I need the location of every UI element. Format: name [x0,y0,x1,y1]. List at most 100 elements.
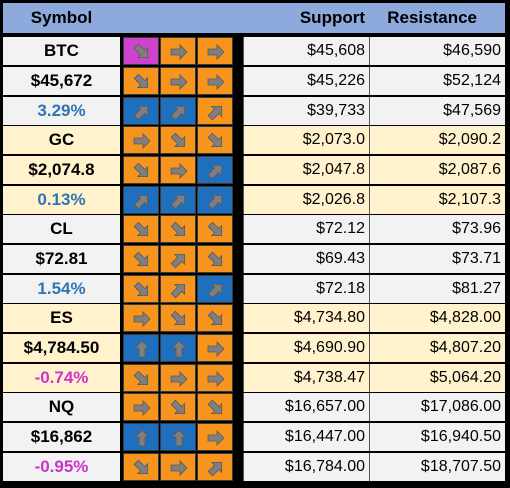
trend-right-icon [160,453,196,481]
resistance-value: $81.27 [369,275,505,303]
header-support: Support [299,8,365,27]
trend-down-right-icon [123,275,159,303]
trend-down-right-icon [123,156,159,184]
support-value: $4,690.90 [243,334,369,362]
trend-right-icon [197,423,233,451]
support-value: $16,447.00 [243,423,369,451]
price-cell: $16,862 [3,423,120,451]
support-value: $45,226 [243,67,369,95]
table-row: 0.13% $2,026.8 $2,107.3 [3,186,505,214]
trend-up-icon [160,423,196,451]
symbol-cell: GC [3,126,120,154]
resistance-value: $18,707.50 [369,453,505,481]
trend-down-right-icon [123,364,159,392]
resistance-value: $47,569 [369,97,505,125]
support-value: $72.18 [243,275,369,303]
table-row: GC $2,073.0 $2,090.2 [3,126,505,154]
table-row: NQ $16,657.00 $17,086.00 [3,393,505,421]
table-row: -0.74% $4,738.47 $5,064.20 [3,364,505,392]
table-row: $2,074.8 $2,047.8 $2,087.6 [3,156,505,184]
trend-right-icon [123,126,159,154]
group-4: NQ $16,657.00 $17,086.00 $16,862 $16,447.00 $… [3,393,505,481]
resistance-value: $2,107.3 [369,186,505,214]
support-value: $4,738.47 [243,364,369,392]
price-cell: $72.81 [3,245,120,273]
trend-right-icon [197,37,233,65]
trend-down-right-icon [123,215,159,243]
trend-right-icon [160,67,196,95]
resistance-value: $73.96 [369,215,505,243]
group-0: BTC $45,608 $46,590 $45,672 $45,226 $52,124 3.… [3,37,505,125]
table-row: -0.95% $16,784.00 $18,707.50 [3,453,505,481]
table-row: CL $72.12 $73.96 [3,215,505,243]
support-value: $16,657.00 [243,393,369,421]
group-3: ES $4,734.80 $4,828.00 $4,784.50 $4,690.90 $4… [3,304,505,392]
resistance-value: $4,828.00 [369,304,505,332]
price-cell: $4,784.50 [3,334,120,362]
resistance-value: $2,087.6 [369,156,505,184]
trend-down-right-icon [123,245,159,273]
trend-down-right-icon [123,453,159,481]
table-row: $72.81 $69.43 $73.71 [3,245,505,273]
trend-up-right-icon [123,97,159,125]
resistance-value: $17,086.00 [369,393,505,421]
support-value: $2,047.8 [243,156,369,184]
support-value: $72.12 [243,215,369,243]
table-row: 1.54% $72.18 $81.27 [3,275,505,303]
table-row: $45,672 $45,226 $52,124 [3,67,505,95]
trend-right-icon [197,334,233,362]
trend-right-icon [197,364,233,392]
table-row: BTC $45,608 $46,590 [3,37,505,65]
resistance-value: $52,124 [369,67,505,95]
price-cell: $45,672 [3,67,120,95]
header-symbol: Symbol [30,8,93,27]
trend-down-right-icon [123,37,159,65]
change-cell: -0.95% [3,453,120,481]
table-row: $16,862 $16,447.00 $16,940.50 [3,423,505,451]
trend-right-icon [160,156,196,184]
trend-up-right-icon [197,453,233,481]
change-cell: 3.29% [3,97,120,125]
support-value: $2,026.8 [243,186,369,214]
resistance-value: $73.71 [369,245,505,273]
trend-up-icon [123,423,159,451]
table-row: $4,784.50 $4,690.90 $4,807.20 [3,334,505,362]
trend-right-icon [123,393,159,421]
resistance-value: $4,807.20 [369,334,505,362]
trend-down-right-icon [197,304,233,332]
group-2: CL $72.12 $73.96 $72.81 $69.43 $73.71 1.54% $72… [3,215,505,303]
change-cell: -0.74% [3,364,120,392]
trend-up-right-icon [197,156,233,184]
price-cell: $2,074.8 [3,156,120,184]
trend-up-right-icon [197,275,233,303]
symbol-cell: NQ [3,393,120,421]
support-value: $45,608 [243,37,369,65]
trend-down-right-icon [123,67,159,95]
trend-down-right-icon [197,245,233,273]
table-row: 3.29% $39,733 $47,569 [3,97,505,125]
trend-down-right-icon [160,304,196,332]
trend-down-right-icon [160,126,196,154]
header-row: Symbol Support Resistance [3,3,505,33]
group-1: GC $2,073.0 $2,090.2 $2,074.8 $2,047.8 $2,087… [3,126,505,214]
header-resistance: Resistance [387,8,477,27]
trend-down-right-icon [197,215,233,243]
trend-right-icon [123,304,159,332]
support-value: $69.43 [243,245,369,273]
support-value: $2,073.0 [243,126,369,154]
trend-down-right-icon [160,215,196,243]
resistance-value: $5,064.20 [369,364,505,392]
resistance-value: $46,590 [369,37,505,65]
trend-up-right-icon [160,97,196,125]
trend-right-icon [160,37,196,65]
support-value: $4,734.80 [243,304,369,332]
trend-right-icon [160,364,196,392]
trend-down-right-icon [160,393,196,421]
table-row: ES $4,734.80 $4,828.00 [3,304,505,332]
symbol-cell: ES [3,304,120,332]
trend-up-right-icon [197,97,233,125]
trend-up-right-icon [160,275,196,303]
trend-up-right-icon [197,186,233,214]
resistance-value: $16,940.50 [369,423,505,451]
